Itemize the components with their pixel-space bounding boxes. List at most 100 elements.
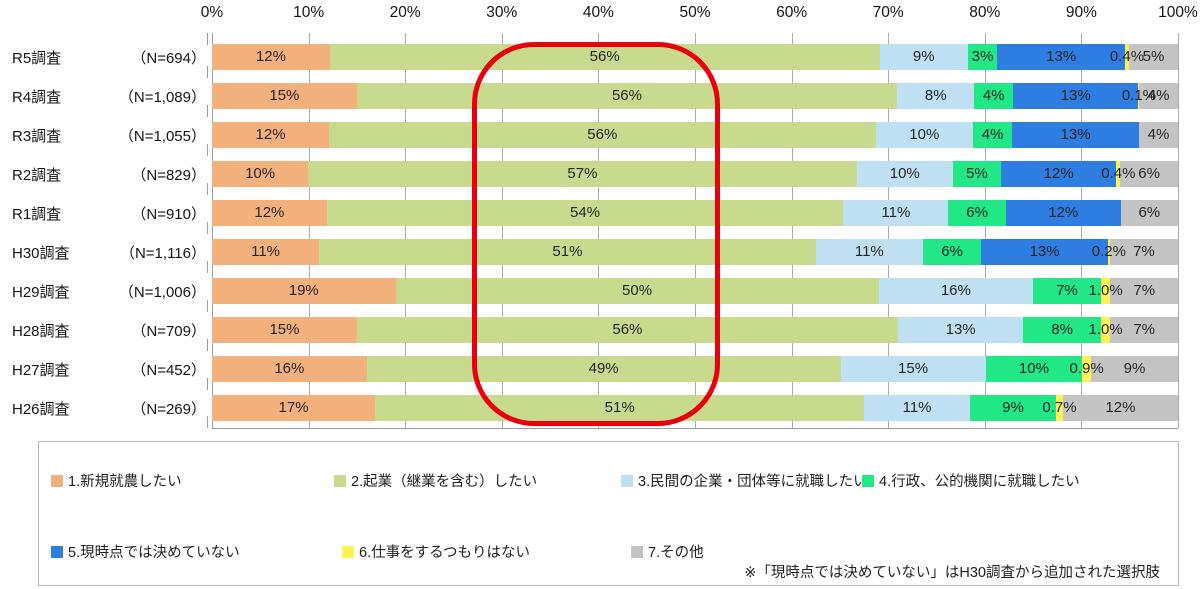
bar-segment-shinki-shuno: 12% [212,122,330,148]
bar-segment-label: 11% [902,399,932,416]
bar-segment-label: 15% [269,321,300,338]
row-label: R1調査 （N=910） [12,200,206,226]
chart-row: R5調査 （N=694） 12% 56% 9% 3% 13% 0.4% 5% [12,44,1178,70]
bar-segment-label: 12% [1105,399,1136,416]
bar-segment-shigoto-shinai: 0.9% [1070,356,1104,382]
bar-segment-shinki-shuno: 19% [212,278,396,304]
bar-segment-shinki-shuno: 11% [212,239,320,265]
axis-tick-label: 30% [486,4,518,21]
category-tick [207,65,208,78]
gridline [791,33,793,428]
bar-segment-label: 13% [1060,126,1091,143]
row-label-survey: H28調査 [12,322,70,340]
row-label: R5調査 （N=694） [12,44,206,70]
bar-segment-label: 4% [1147,126,1170,143]
bar-segment-label: 9% [1123,360,1146,377]
category-tick [207,416,208,428]
bar-segment-label: 10% [245,165,276,182]
row-label: R2調査 （N=829） [12,161,206,187]
legend-item: 4.行政、公的機関に就職したい [862,470,1080,491]
bar-segment-label: 12% [255,126,286,143]
row-label-survey: R5調査 [12,49,62,67]
bar-segment-label: 7% [1133,243,1155,260]
bar-segment-shinki-shuno: 12% [212,200,327,226]
chart-row: H29調査 （N=1,006） 19% 50% 16% 7% 1.0% 7% [12,278,1179,304]
category-tick [207,377,208,390]
bar-segment-label: 1.0% [1088,282,1123,299]
legend-item: 5.現時点では決めていない [51,541,240,562]
bar-segment-label: 4% [1147,87,1170,104]
gridline [888,33,890,428]
legend-item: 2.起業（継業を含む）したい [334,470,537,491]
legend-swatch [631,545,643,558]
bar-segment-label: 6% [966,204,988,221]
row-label-survey: H30調査 [12,244,70,262]
bar-segment-label: 6% [1138,165,1160,182]
legend-label: 7.その他 [648,545,704,561]
legend-label: 6.仕事をするつもりはない [359,545,531,561]
bar-segment-sonota: 6% [1120,161,1178,187]
category-tick [207,221,208,234]
bar-segment-label: 0.7% [1042,399,1077,416]
legend-swatch [862,474,874,487]
row-label-n: （N=829） [131,166,206,184]
stacked-bar: 10% 57% 10% 5% 12% 0.4% 6% [212,161,1178,187]
bar-segment-label: 7% [1133,282,1156,299]
legend-swatch [334,474,346,487]
bar-segment-mikettei: 13% [981,239,1108,265]
bar-segment-kigyo: 51% [375,395,865,421]
bar-segment-shinki-shuno: 12% [212,44,330,70]
axis-tick-label: 50% [679,4,711,21]
bar-segment-gyosei-shushoku: 9% [969,395,1057,421]
bar-segment-mikettei: 12% [1000,161,1117,187]
bar-segment-sonota: 7% [1110,317,1178,343]
legend-swatch [51,474,63,487]
bar-segment-minkan-shushoku: 10% [875,122,974,148]
bar-segment-mikettei: 13% [997,44,1125,70]
bar-segment-kigyo: 49% [366,356,841,382]
stacked-bar: 12% 56% 10% 4% 13% 4% [212,122,1178,148]
bar-segment-label: 0.4% [1101,165,1136,182]
category-tick [207,338,208,351]
row-label: H28調査 （N=709） [12,317,206,343]
bar-segment-label: 0.4% [1109,48,1145,65]
bar-segment-label: 56% [587,126,618,143]
bar-segment-label: 50% [622,282,653,299]
bar-segment-label: 10% [1018,360,1049,377]
row-label: H27調査 （N=452） [12,356,206,382]
row-label: H29調査 （N=1,006） [12,278,206,304]
bar-segment-label: 0.9% [1069,360,1104,377]
chart-row: H28調査 （N=709） 15% 56% 13% 8% 1.0% 7% [12,317,1178,343]
bar-segment-label: 10% [889,165,920,182]
bar-segment-kigyo: 56% [329,44,880,70]
axis-tick-label: 80% [969,4,1001,21]
gridline [1081,33,1083,428]
row-label-n: （N=910） [131,205,206,223]
stacked-bar: 12% 56% 9% 3% 13% 0.4% 5% [212,44,1178,70]
bar-segment-mikettei: 12% [1005,200,1121,226]
category-tick [207,260,208,273]
bar-segment-label: 0.1% [1121,87,1157,104]
legend: ※「現時点では決めていない」はH30調査から追加された選択肢 1.新規就農したい… [38,441,1179,586]
bar-segment-label: 11% [251,243,281,260]
category-tick [207,182,208,195]
axis-tick-label: 20% [389,4,421,21]
legend-label: 5.現時点では決めていない [68,545,240,561]
category-tick [207,104,208,117]
bar-segment-gyosei-shushoku: 6% [922,239,982,265]
x-axis: 0% 10% 20% 30% 40% 50% 60% 70% 80% 90% 100% [201,4,1198,26]
bar-segment-label: 13% [945,321,976,338]
chart-row: H27調査 （N=452） 16% 49% 15% 10% 0.9% 9% [12,356,1179,382]
bar-segment-label: 49% [588,360,619,377]
gridline [984,33,986,428]
bar-segment-sonota: 5% [1128,44,1178,70]
bar-segment-minkan-shushoku: 8% [897,83,975,109]
axis-tick-label: 40% [582,4,614,21]
stacked-bar: 12% 54% 11% 6% 12% 6% [212,200,1178,226]
legend-swatch [621,474,633,487]
bar-segment-shinki-shuno: 15% [212,83,357,109]
category-tick [207,33,208,45]
bar-segment-label: 7% [1133,321,1156,338]
chart-row: R1調査 （N=910） 12% 54% 11% 6% 12% 6% [12,200,1178,226]
